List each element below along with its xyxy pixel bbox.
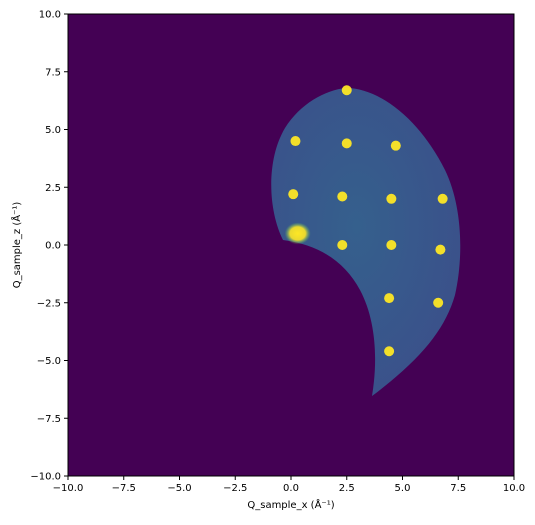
y-axis-label: Q_sample_z (Å⁻¹) xyxy=(10,202,23,289)
x-tick-label: 2.5 xyxy=(339,483,355,494)
y-tick-label: −7.5 xyxy=(37,414,61,425)
x-tick-label: 5.0 xyxy=(395,483,411,494)
x-tick-label: −10.0 xyxy=(53,483,84,494)
x-tick-label: −2.5 xyxy=(223,483,247,494)
peak xyxy=(290,136,301,147)
y-tick-label: 7.5 xyxy=(45,67,61,78)
peak xyxy=(390,140,401,151)
peak xyxy=(341,85,352,96)
peak xyxy=(288,189,299,200)
x-tick-label: −5.0 xyxy=(167,483,191,494)
peak xyxy=(337,191,348,202)
peak xyxy=(384,346,395,357)
peak xyxy=(386,193,397,204)
peak xyxy=(386,240,397,250)
y-tick-label: −5.0 xyxy=(37,356,61,367)
y-tick-label: −2.5 xyxy=(37,298,61,309)
peak xyxy=(437,193,448,204)
x-axis-label: Q_sample_x (Å⁻¹) xyxy=(247,498,334,511)
y-tick-label: 10.0 xyxy=(39,10,61,21)
x-tick-label: 7.5 xyxy=(450,483,466,494)
y-tick-label: 5.0 xyxy=(45,125,61,136)
peak xyxy=(284,222,311,245)
x-tick-label: −7.5 xyxy=(112,483,136,494)
x-tick-label: 0.0 xyxy=(283,483,299,494)
detector-region xyxy=(271,88,461,396)
peak xyxy=(384,293,395,304)
peak xyxy=(435,244,446,255)
peak xyxy=(341,138,352,149)
y-tick-label: 2.5 xyxy=(45,183,61,194)
y-tick-label: 0.0 xyxy=(45,241,61,252)
y-tick-label: −10.0 xyxy=(30,472,61,483)
peak xyxy=(433,297,444,308)
x-tick-label: 10.0 xyxy=(503,483,525,494)
peak xyxy=(337,240,348,250)
